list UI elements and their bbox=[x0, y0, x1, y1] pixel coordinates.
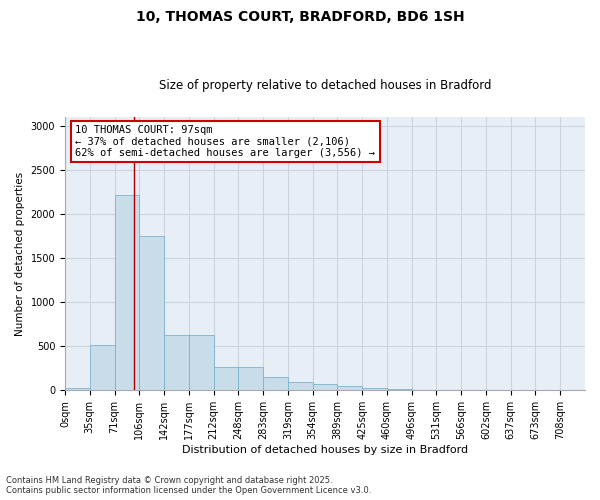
Bar bbox=[362, 388, 387, 390]
Bar bbox=[313, 384, 337, 390]
Bar bbox=[337, 386, 362, 390]
Bar bbox=[238, 368, 263, 390]
X-axis label: Distribution of detached houses by size in Bradford: Distribution of detached houses by size … bbox=[182, 445, 468, 455]
Bar bbox=[263, 377, 288, 390]
Title: Size of property relative to detached houses in Bradford: Size of property relative to detached ho… bbox=[159, 79, 491, 92]
Bar bbox=[164, 335, 189, 390]
Bar bbox=[214, 368, 238, 390]
Text: 10 THOMAS COURT: 97sqm
← 37% of detached houses are smaller (2,106)
62% of semi-: 10 THOMAS COURT: 97sqm ← 37% of detached… bbox=[76, 125, 376, 158]
Bar bbox=[288, 382, 313, 390]
Bar bbox=[189, 335, 214, 390]
Text: 10, THOMAS COURT, BRADFORD, BD6 1SH: 10, THOMAS COURT, BRADFORD, BD6 1SH bbox=[136, 10, 464, 24]
Bar bbox=[65, 388, 90, 390]
Bar bbox=[139, 236, 164, 390]
Bar bbox=[90, 346, 115, 391]
Y-axis label: Number of detached properties: Number of detached properties bbox=[15, 172, 25, 336]
Text: Contains HM Land Registry data © Crown copyright and database right 2025.
Contai: Contains HM Land Registry data © Crown c… bbox=[6, 476, 371, 495]
Bar bbox=[115, 196, 139, 390]
